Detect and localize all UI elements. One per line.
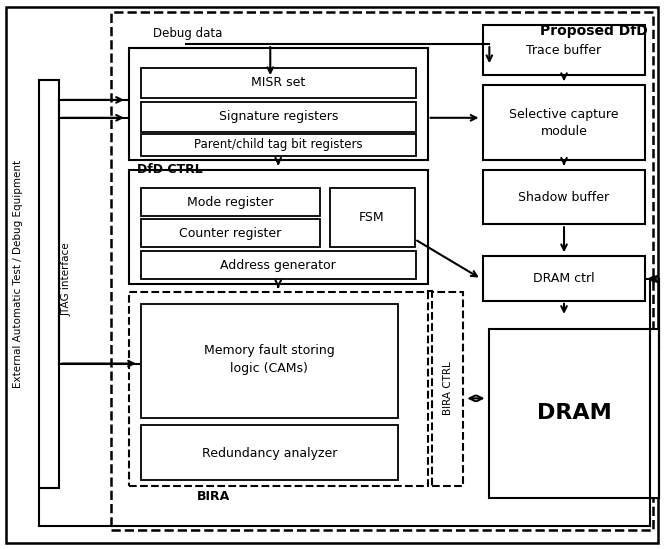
Bar <box>484 256 645 301</box>
Text: module: module <box>541 125 587 138</box>
Text: logic (CAMs): logic (CAMs) <box>230 362 308 375</box>
Bar <box>141 304 398 418</box>
Text: FSM: FSM <box>359 211 385 224</box>
Text: Counter register: Counter register <box>179 227 282 240</box>
Bar <box>129 170 428 284</box>
Text: Mode register: Mode register <box>187 196 274 209</box>
Text: Redundancy analyzer: Redundancy analyzer <box>202 446 337 460</box>
Bar <box>129 292 428 486</box>
Text: Selective capture: Selective capture <box>509 108 619 121</box>
Bar <box>111 12 653 530</box>
Text: BIRA CTRL: BIRA CTRL <box>442 362 452 415</box>
Text: MISR set: MISR set <box>251 76 305 89</box>
Text: Memory fault storing: Memory fault storing <box>204 344 334 357</box>
Text: Shadow buffer: Shadow buffer <box>518 191 609 204</box>
Bar <box>141 251 416 279</box>
Bar <box>39 80 59 488</box>
Text: Trace buffer: Trace buffer <box>526 43 601 57</box>
Text: Proposed DfD: Proposed DfD <box>540 24 647 38</box>
Bar <box>129 48 428 160</box>
Bar <box>478 317 647 486</box>
Text: Signature registers: Signature registers <box>218 110 338 124</box>
Text: Address generator: Address generator <box>220 259 336 272</box>
Text: DfD CTRL: DfD CTRL <box>137 163 202 176</box>
Text: JTAG interface: JTAG interface <box>61 242 71 316</box>
Bar <box>490 329 659 498</box>
Bar <box>484 323 653 492</box>
Bar <box>484 85 645 160</box>
Text: DRAM ctrl: DRAM ctrl <box>533 272 595 285</box>
Bar <box>141 219 320 247</box>
Text: DRAM: DRAM <box>537 404 611 423</box>
Text: External Automatic Test / Debug Equipment: External Automatic Test / Debug Equipmen… <box>13 160 23 388</box>
Bar <box>484 25 645 75</box>
Bar <box>432 292 464 486</box>
Text: Parent/child tag bit registers: Parent/child tag bit registers <box>194 138 362 151</box>
Bar <box>141 425 398 480</box>
Bar <box>141 134 416 155</box>
Bar <box>141 188 320 216</box>
Text: BIRA: BIRA <box>196 490 230 503</box>
Bar <box>141 68 416 98</box>
Text: Debug data: Debug data <box>153 27 222 40</box>
Bar <box>484 170 645 224</box>
Bar <box>330 188 415 247</box>
Bar <box>141 102 416 132</box>
